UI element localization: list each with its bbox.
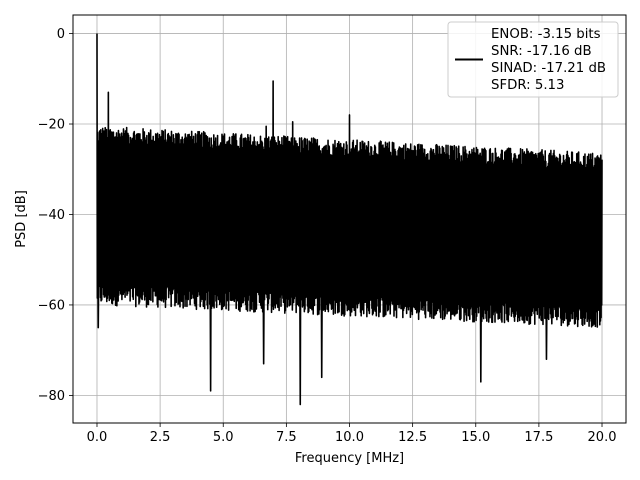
x-tick-label: 10.0 [335, 430, 364, 445]
x-tick-label: 2.5 [150, 430, 171, 445]
x-tick-label: 20.0 [588, 430, 617, 445]
legend-line-sinad: SINAD: -17.21 dB [491, 61, 606, 76]
x-tick-label: 0.0 [87, 430, 108, 445]
y-axis-label: PSD [dB] [14, 190, 29, 248]
legend-line-enob: ENOB: -3.15 bits [491, 27, 601, 42]
x-axis: 0.0 2.5 5.0 7.5 10.0 12.5 15.0 17.5 20.0 [87, 423, 617, 445]
legend: ENOB: -3.15 bits SNR: -17.16 dB SINAD: -… [447, 21, 619, 98]
x-tick-label: 15.0 [461, 430, 490, 445]
y-tick-label: −40 [38, 208, 65, 223]
x-tick-label: 12.5 [398, 430, 427, 445]
legend-line-sfdr: SFDR: 5.13 [491, 78, 564, 93]
x-tick-label: 5.0 [213, 430, 234, 445]
plot-area [96, 33, 603, 406]
psd-series-line [96, 33, 603, 406]
x-tick-label: 17.5 [524, 430, 553, 445]
y-tick-label: −20 [38, 118, 65, 133]
x-axis-label: Frequency [MHz] [295, 451, 404, 466]
y-tick-label: −80 [38, 389, 65, 404]
y-tick-label: −60 [38, 298, 65, 313]
x-tick-label: 7.5 [276, 430, 297, 445]
y-tick-label: 0 [57, 27, 65, 42]
y-axis: 0 −20 −40 −60 −80 [38, 27, 73, 404]
legend-box [447, 21, 619, 98]
legend-line-snr: SNR: -17.16 dB [491, 44, 592, 59]
